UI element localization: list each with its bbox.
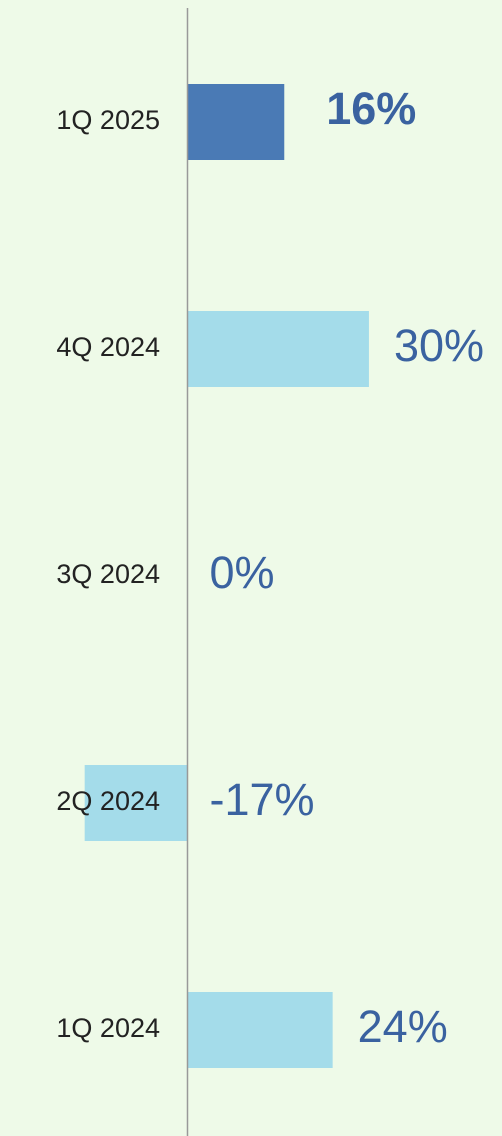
bar (187, 311, 369, 387)
category-label: 1Q 2025 (56, 105, 160, 135)
category-label: 1Q 2024 (56, 1013, 160, 1043)
value-label: 16% (326, 83, 416, 134)
bar (187, 992, 333, 1068)
category-label: 3Q 2024 (56, 559, 160, 589)
bar (84, 765, 188, 841)
value-label: -17% (209, 774, 314, 825)
bar (187, 84, 285, 160)
value-label: 0% (209, 547, 274, 598)
value-label: 24% (358, 1001, 448, 1052)
value-label: 30% (394, 320, 484, 371)
category-label: 4Q 2024 (56, 332, 160, 362)
category-label: 2Q 2024 (56, 786, 160, 816)
